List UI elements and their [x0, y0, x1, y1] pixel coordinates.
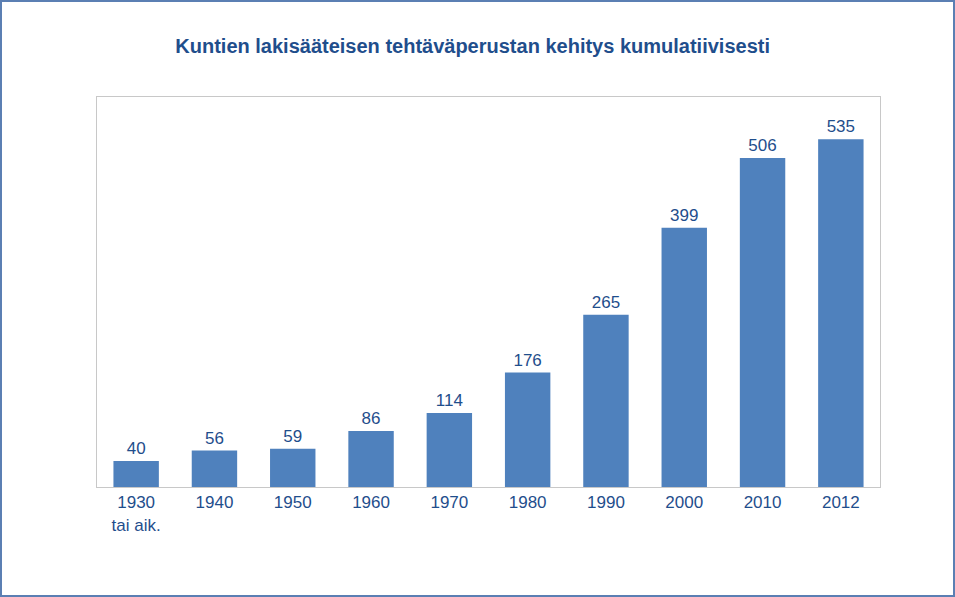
svg-text:1960: 1960	[352, 493, 390, 512]
svg-text:176: 176	[513, 351, 541, 370]
svg-text:535: 535	[827, 117, 855, 136]
svg-text:40: 40	[127, 439, 146, 458]
svg-text:1990: 1990	[587, 493, 625, 512]
svg-text:86: 86	[362, 409, 381, 428]
svg-text:56: 56	[205, 429, 224, 448]
svg-text:1930tai aik.: 1930tai aik.	[112, 493, 161, 534]
svg-text:399: 399	[670, 206, 698, 225]
svg-text:114: 114	[436, 391, 463, 410]
svg-text:265: 265	[592, 293, 620, 312]
svg-text:1940: 1940	[196, 493, 234, 512]
svg-text:2012: 2012	[822, 493, 860, 512]
svg-text:1970: 1970	[430, 493, 468, 512]
svg-text:1980: 1980	[509, 493, 547, 512]
svg-text:59: 59	[283, 427, 302, 446]
svg-text:2010: 2010	[744, 493, 782, 512]
svg-text:Kuntien lakisääteisen tehtäväp: Kuntien lakisääteisen tehtäväperustan ke…	[175, 35, 770, 57]
svg-text:2000: 2000	[665, 493, 703, 512]
svg-text:1950: 1950	[274, 493, 312, 512]
svg-text:506: 506	[748, 136, 776, 155]
